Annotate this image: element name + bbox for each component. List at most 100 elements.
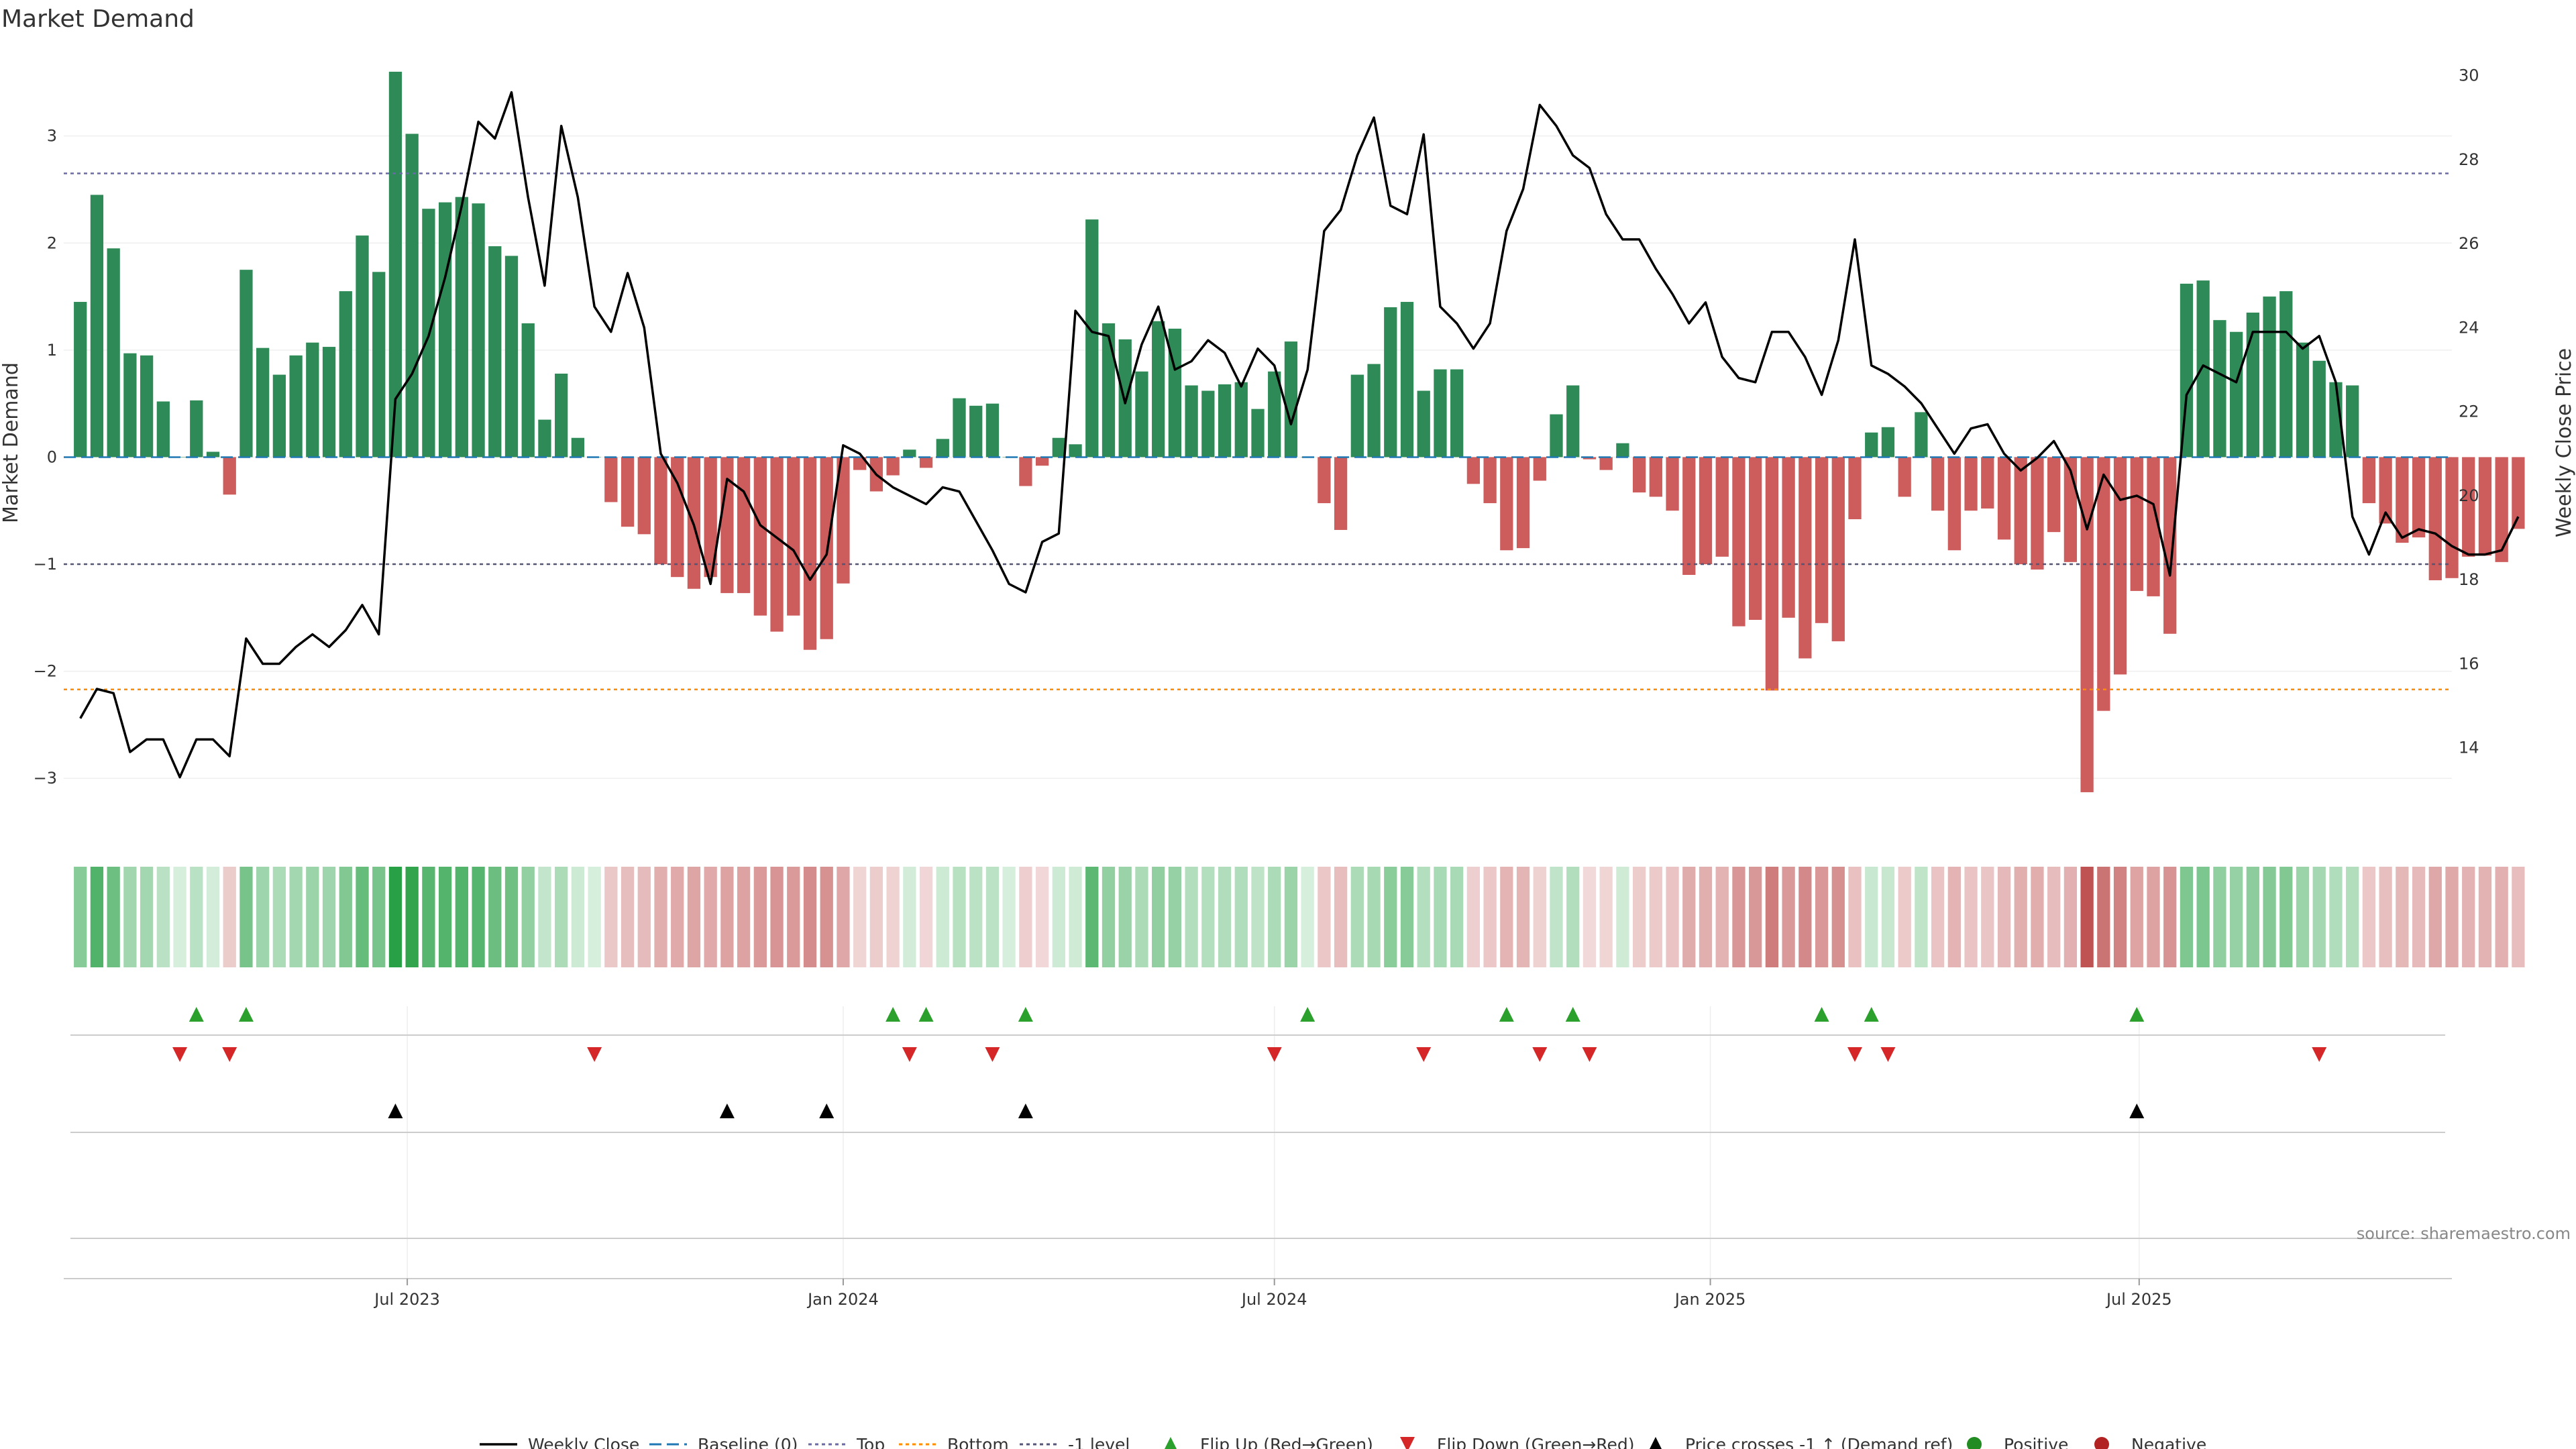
heat-cell [936, 867, 949, 967]
heat-cell [571, 867, 585, 967]
heat-cell [74, 867, 87, 967]
heat-cell [555, 867, 568, 967]
legend-label: Flip Down (Green→Red) [1437, 1435, 1635, 1449]
heat-cell [1284, 867, 1298, 967]
demand-bar [504, 256, 519, 458]
heat-cell [2229, 867, 2243, 967]
y2-axis-ticks: 14 16 18 20 22 24 26 28 30 [2459, 66, 2479, 757]
demand-bar [1732, 457, 1746, 627]
flip-up-marker [918, 1007, 934, 1022]
y2-tick-label: 14 [2459, 739, 2479, 757]
reference-levels [64, 172, 2452, 690]
demand-bar [1815, 457, 1829, 623]
heat-cell [753, 867, 767, 967]
heat-cell [2213, 867, 2226, 967]
y-axis-label: Market Demand [0, 362, 23, 523]
heat-cell [521, 867, 535, 967]
heat-cell [1831, 867, 1845, 967]
demand-bar [1384, 307, 1397, 458]
demand-heat-strip [74, 867, 2525, 967]
heat-cell [1367, 867, 1381, 967]
demand-bar [1152, 321, 1165, 458]
legend-label: Flip Up (Red→Green) [1200, 1435, 1373, 1449]
heat-cell [2412, 867, 2426, 967]
heat-cell [604, 867, 618, 967]
heat-cell [1135, 867, 1148, 967]
heat-cell [1500, 867, 1513, 967]
heat-cell [1533, 867, 1546, 967]
demand-bar [2462, 457, 2475, 557]
demand-bar [438, 202, 452, 458]
heat-cell [372, 867, 386, 967]
source-note: source: sharemaestro.com [2357, 1224, 2571, 1243]
heat-cell [538, 867, 551, 967]
demand-bar [140, 355, 154, 458]
demand-bar [2080, 457, 2094, 792]
legend-label: Bottom [947, 1435, 1009, 1449]
demand-bar [2163, 457, 2177, 634]
demand-bar [1599, 457, 1613, 470]
heat-cell [1218, 867, 1232, 967]
heat-cell [1168, 867, 1182, 967]
demand-bar [1234, 382, 1248, 458]
legend-item-close: Weekly Close [480, 1435, 639, 1449]
heat-cell [289, 867, 303, 967]
heat-cell [2362, 867, 2376, 967]
demand-bar [2246, 312, 2259, 458]
demand-bar [472, 203, 485, 458]
heat-cell [2495, 867, 2508, 967]
demand-bar [538, 419, 551, 458]
demand-bar [488, 246, 502, 458]
flip-up-marker [885, 1007, 901, 1022]
heat-cell [2196, 867, 2210, 967]
y-axis-ticks: −3 −2 −1 0 1 2 3 [34, 127, 57, 788]
flip-down-marker [1880, 1047, 1896, 1062]
y-tick-label: −1 [34, 555, 57, 574]
heat-cell [1799, 867, 1812, 967]
flip-up-marker [189, 1007, 204, 1022]
demand-bar [1931, 457, 1945, 511]
demand-bar [953, 398, 966, 458]
heat-cell [1334, 867, 1348, 967]
heat-cell [2130, 867, 2143, 967]
heat-cell [2312, 867, 2326, 967]
heat-cell [1649, 867, 1662, 967]
heat-cell [339, 867, 352, 967]
heat-cell [156, 867, 170, 967]
demand-bar [90, 195, 104, 458]
heat-cell [2180, 867, 2194, 967]
heat-cell [671, 867, 684, 967]
demand-bar [1566, 385, 1580, 458]
heat-cell [488, 867, 502, 967]
demand-bar [1516, 457, 1530, 549]
demand-bar [604, 457, 618, 502]
demand-bar [1102, 323, 1116, 458]
demand-bar [306, 342, 319, 458]
x-tick-label: Jul 2024 [1240, 1290, 1307, 1309]
demand-bar [2346, 385, 2359, 458]
demand-bar [1284, 341, 1298, 458]
flip-down-marker [985, 1047, 1000, 1062]
heat-cell [953, 867, 966, 967]
heat-cell [2445, 867, 2459, 967]
legend-item-baseline: Baseline (0) [649, 1435, 798, 1449]
flip-down-marker [1416, 1047, 1432, 1062]
demand-bar [74, 302, 87, 458]
demand-bar [2196, 280, 2210, 458]
legend-item-minus_one: -1 level [1020, 1435, 1130, 1449]
heat-cell [388, 867, 402, 967]
demand-bar [1799, 457, 1812, 659]
weekly-close-line [79, 91, 2520, 779]
demand-bar [455, 197, 468, 458]
heat-cell [2047, 867, 2061, 967]
x-tick-label: Jan 2024 [806, 1290, 879, 1309]
demand-bar [737, 457, 751, 594]
demand-bar [2263, 297, 2276, 458]
heat-cell [588, 867, 601, 967]
legend-item-positive: Positive [1967, 1435, 2068, 1449]
demand-bar [2396, 457, 2409, 543]
heat-cell [1434, 867, 1447, 967]
demand-bar [521, 323, 535, 458]
heat-cell [2147, 867, 2160, 967]
heat-cell [2097, 867, 2110, 967]
